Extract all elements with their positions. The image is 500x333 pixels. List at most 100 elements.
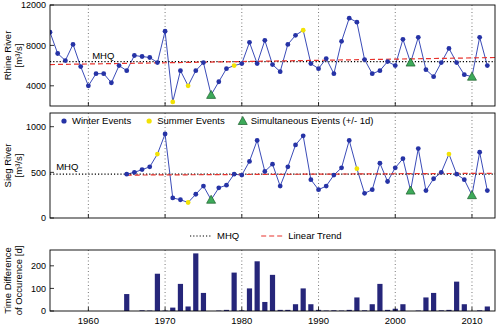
- point: [354, 20, 359, 25]
- bar: [485, 306, 490, 311]
- y-tick: [50, 5, 54, 6]
- x-tick-label: 1990: [308, 315, 329, 326]
- point: [178, 197, 183, 202]
- point: [278, 69, 283, 74]
- point: [401, 37, 406, 42]
- bar: [293, 304, 298, 311]
- grid-line: [471, 113, 472, 218]
- y-tick-label: 12000: [21, 0, 46, 10]
- grid-line: [88, 113, 89, 218]
- x-tick: [241, 102, 242, 106]
- point: [124, 172, 129, 177]
- bar: [232, 273, 237, 311]
- x-tick: [471, 214, 472, 218]
- grid-line: [88, 5, 89, 106]
- x-tick: [395, 214, 396, 218]
- point: [255, 138, 260, 143]
- grid-line: [241, 5, 242, 106]
- point: [447, 46, 452, 51]
- annotation: MHQ: [92, 50, 114, 61]
- point: [324, 184, 329, 189]
- point: [124, 68, 129, 73]
- legend-line: [190, 235, 212, 236]
- y-tick-label: 200: [31, 261, 46, 271]
- point: [224, 66, 229, 71]
- bar: [155, 274, 160, 311]
- series-line: [50, 18, 487, 102]
- point: [431, 74, 436, 79]
- y-tick: [50, 288, 54, 289]
- point: [86, 83, 91, 88]
- bar: [370, 304, 375, 311]
- point: [147, 164, 152, 169]
- point: [401, 156, 406, 161]
- point: [439, 170, 444, 175]
- grid-line: [318, 113, 319, 218]
- point: [331, 71, 336, 76]
- point: [193, 192, 198, 197]
- y-axis-label: [m³/s]: [13, 44, 24, 68]
- grid-line: [241, 250, 242, 311]
- grid-line: [165, 113, 166, 218]
- point: [316, 187, 321, 192]
- point: [278, 184, 283, 189]
- legend-label: Summer Events: [157, 115, 225, 126]
- point: [308, 177, 313, 182]
- y-tick: [50, 311, 54, 312]
- x-tick-label: 1960: [78, 315, 99, 326]
- chart: 4000800012000Rhine River[m³/s]MHQ0500100…: [0, 0, 500, 333]
- point: [163, 29, 168, 34]
- point: [170, 196, 175, 201]
- point: [378, 161, 383, 166]
- point: [439, 60, 444, 65]
- bar: [186, 306, 191, 311]
- x-tick: [471, 307, 472, 311]
- grid-line: [471, 5, 472, 106]
- point: [71, 42, 76, 47]
- grid-line: [395, 5, 396, 106]
- point: [285, 164, 290, 169]
- point: [132, 170, 137, 175]
- x-tick-label: 1980: [231, 315, 252, 326]
- point: [385, 59, 390, 64]
- point: [393, 165, 398, 170]
- x-tick-label: 2010: [461, 315, 482, 326]
- point: [262, 38, 267, 43]
- bar: [377, 284, 382, 311]
- legend-label: Winter Events: [72, 115, 131, 126]
- grid-line: [395, 250, 396, 311]
- bar: [423, 297, 428, 311]
- point: [347, 16, 352, 21]
- point: [216, 185, 221, 190]
- point: [140, 167, 145, 172]
- y-axis-label: Time Difference: [2, 247, 13, 314]
- x-tick-label: 2000: [385, 315, 406, 326]
- legend-label: Linear Trend: [288, 230, 341, 241]
- point: [293, 143, 298, 148]
- bar: [170, 308, 175, 311]
- legend-label: MHQ: [217, 230, 239, 241]
- y-tick: [50, 45, 54, 46]
- bar: [124, 294, 129, 311]
- point: [347, 138, 352, 143]
- y-tick: [50, 126, 54, 127]
- point: [406, 58, 415, 66]
- legend-marker: [61, 118, 66, 123]
- point: [316, 66, 321, 71]
- bar: [454, 282, 459, 311]
- point: [462, 72, 467, 77]
- point: [232, 172, 237, 177]
- point: [339, 165, 344, 170]
- legend-label: Simultaneous Events (+/- 1d): [251, 115, 374, 126]
- point: [255, 61, 260, 66]
- grid-line: [318, 250, 319, 311]
- bar: [247, 288, 252, 311]
- point: [224, 183, 229, 188]
- series-line: [127, 134, 488, 202]
- x-tick: [318, 102, 319, 106]
- bar: [431, 293, 436, 311]
- reference-line: [50, 61, 495, 62]
- point: [232, 63, 237, 68]
- frame: [50, 113, 495, 218]
- y-tick-label: 500: [31, 168, 46, 178]
